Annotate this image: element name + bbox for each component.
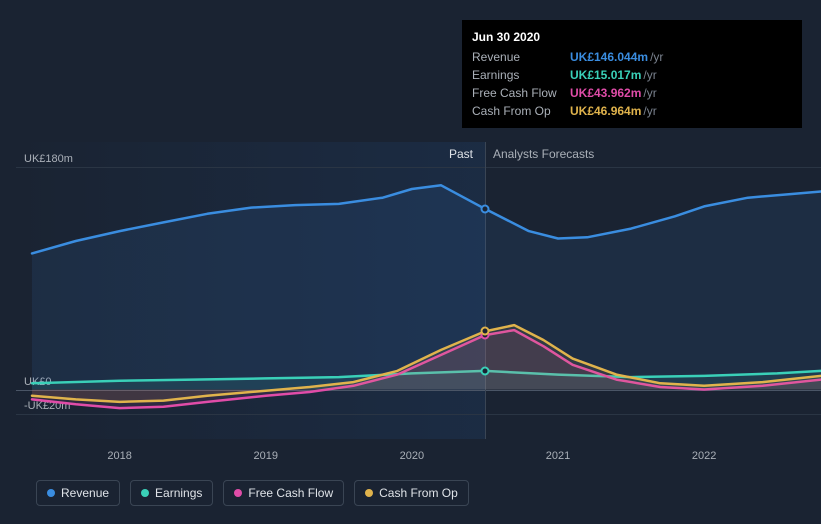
legend-label: Revenue	[61, 486, 109, 500]
hover-marker-earnings	[480, 366, 489, 375]
tooltip-row-cfo: Cash From Op UK£46.964m/yr	[472, 102, 792, 120]
tooltip-row-fcf: Free Cash Flow UK£43.962m/yr	[472, 84, 792, 102]
x-axis-label: 2022	[692, 450, 716, 462]
legend-item-revenue[interactable]: Revenue	[36, 480, 120, 506]
tooltip-value: UK£43.962m	[570, 86, 641, 100]
tooltip-label: Cash From Op	[472, 102, 562, 120]
legend-item-fcf[interactable]: Free Cash Flow	[223, 480, 344, 506]
legend-dot-icon	[234, 489, 242, 497]
hover-marker-revenue	[480, 204, 489, 213]
legend-item-cfo[interactable]: Cash From Op	[354, 480, 469, 506]
legend-label: Free Cash Flow	[248, 486, 333, 500]
tooltip-label: Free Cash Flow	[472, 84, 562, 102]
tooltip-unit: /yr	[643, 68, 656, 82]
tooltip-value: UK£146.044m	[570, 50, 648, 64]
tooltip-value: UK£46.964m	[570, 104, 641, 118]
legend-label: Earnings	[155, 486, 202, 500]
tooltip-row-earnings: Earnings UK£15.017m/yr	[472, 66, 792, 84]
chart-tooltip: Jun 30 2020 Revenue UK£146.044m/yr Earni…	[462, 20, 802, 128]
forecast-label: Analysts Forecasts	[493, 147, 594, 161]
tooltip-label: Earnings	[472, 66, 562, 84]
tooltip-unit: /yr	[643, 86, 656, 100]
tooltip-date: Jun 30 2020	[472, 28, 792, 46]
tooltip-value: UK£15.017m	[570, 68, 641, 82]
financial-chart: Jun 30 2020 Revenue UK£146.044m/yr Earni…	[16, 0, 821, 524]
hover-marker-cfo	[480, 327, 489, 336]
x-axis-label: 2019	[254, 450, 278, 462]
chart-legend: Revenue Earnings Free Cash Flow Cash From O…	[36, 480, 469, 506]
legend-item-earnings[interactable]: Earnings	[130, 480, 213, 506]
tooltip-label: Revenue	[472, 48, 562, 66]
tooltip-unit: /yr	[650, 50, 663, 64]
legend-label: Cash From Op	[379, 486, 458, 500]
tooltip-unit: /yr	[643, 104, 656, 118]
x-axis-label: 2018	[107, 450, 131, 462]
legend-dot-icon	[365, 489, 373, 497]
legend-dot-icon	[47, 489, 55, 497]
legend-dot-icon	[141, 489, 149, 497]
past-label: Past	[449, 147, 473, 161]
x-axis-label: 2021	[546, 450, 570, 462]
tooltip-row-revenue: Revenue UK£146.044m/yr	[472, 48, 792, 66]
x-axis-label: 2020	[400, 450, 424, 462]
